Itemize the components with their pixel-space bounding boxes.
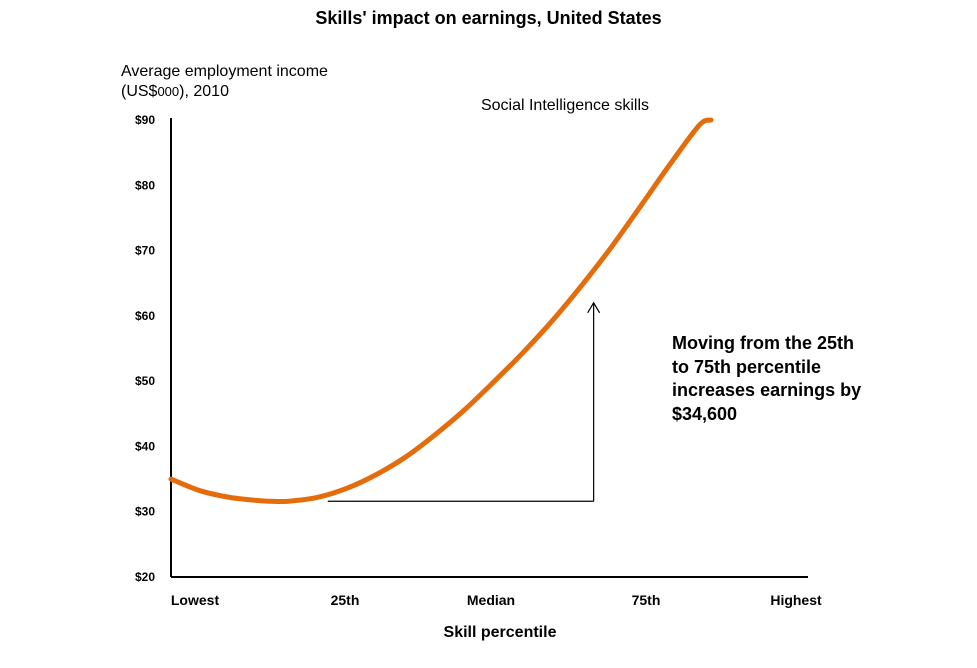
chart-subtitle: Social Intelligence skills — [480, 97, 650, 114]
y-tick-label: $20 — [135, 570, 155, 584]
y-tick-label: $80 — [135, 178, 155, 192]
annotation-arrowhead — [587, 301, 601, 314]
y-tick-label: $40 — [135, 439, 155, 453]
x-tick-label: Median — [467, 592, 515, 608]
x-tick-label: 25th — [331, 592, 360, 608]
y-tick-label: $90 — [135, 113, 155, 127]
x-tick-label: Highest — [770, 592, 822, 608]
y-axis-label: Average employment income (US$000), 2010 — [121, 62, 328, 102]
y-tick-label: $30 — [135, 505, 155, 519]
series-line — [168, 117, 714, 505]
x-tick-label: Lowest — [171, 592, 220, 608]
y-tick-label: $50 — [135, 374, 155, 388]
y-tick-label: $70 — [135, 244, 155, 258]
y-tick-label: $60 — [135, 309, 155, 323]
y-axis-label-units: (US$000), 2010 — [121, 83, 229, 100]
y-axis-label-main: Average employment income — [121, 63, 328, 80]
x-axis-label: Skill percentile — [443, 624, 557, 641]
annotation-text: Moving from the 25th to 75th percentile … — [672, 333, 862, 424]
x-tick-label: 75th — [632, 592, 661, 608]
chart-title: Skills' impact on earnings, United State… — [315, 8, 662, 28]
